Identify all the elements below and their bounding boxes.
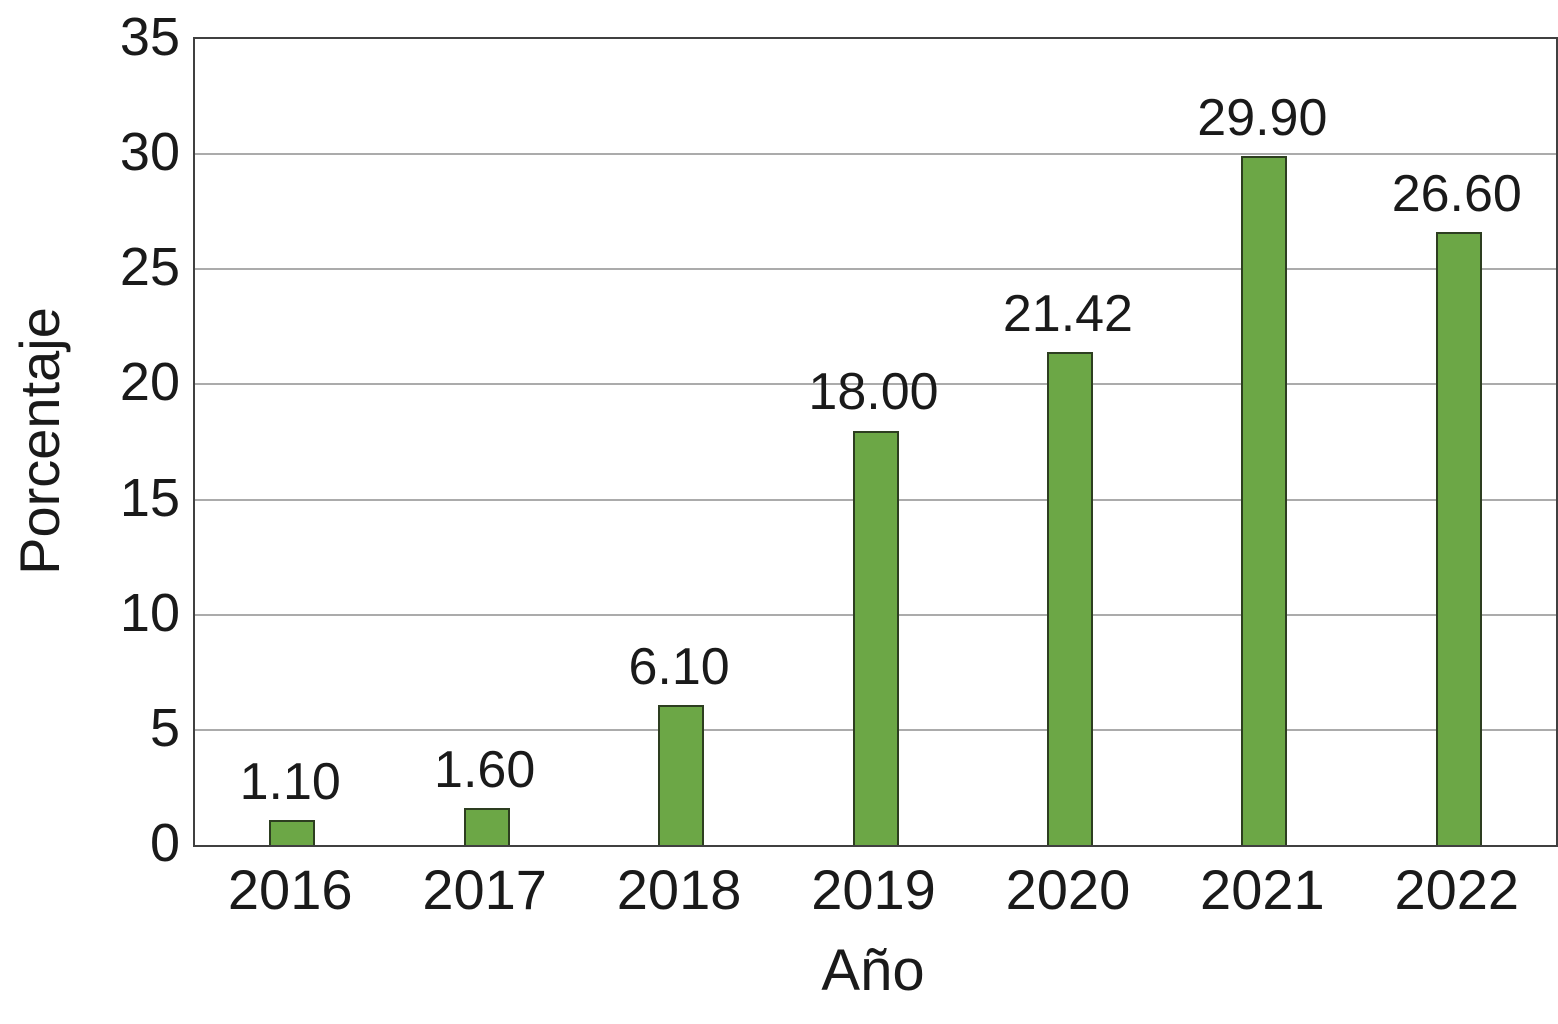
x-tick-label-2018: 2018: [616, 858, 742, 921]
bar-2021: [1241, 156, 1288, 845]
y-tick-label: 30: [119, 122, 180, 183]
bar-value-label-2017: 1.60: [434, 741, 536, 800]
y-tick-label: 20: [119, 352, 180, 413]
x-tick-label-2022: 2022: [1394, 858, 1520, 921]
y-tick-label: 10: [119, 582, 180, 643]
y-tick-label: 25: [119, 237, 180, 298]
plot-area: [193, 37, 1558, 847]
bar-2020: [1046, 351, 1093, 845]
bar-value-label-2016: 1.10: [239, 752, 341, 811]
y-axis-title: Porcentaje: [8, 307, 71, 575]
x-tick-label-2020: 2020: [1005, 858, 1131, 921]
gridline-y-20: [195, 383, 1556, 386]
x-tick-label-2017: 2017: [422, 858, 547, 921]
x-tick-label-2016: 2016: [227, 858, 353, 921]
bar-value-label-2018: 6.10: [628, 637, 730, 696]
y-tick-label: 5: [149, 697, 180, 758]
bar-2017: [463, 808, 510, 845]
y-tick-label: 35: [119, 7, 180, 67]
bar-value-label-2019: 18.00: [808, 363, 939, 422]
bar-value-label-2020: 21.42: [1002, 284, 1133, 343]
x-tick-label-2021: 2021: [1200, 858, 1325, 921]
bar-2022: [1435, 232, 1482, 845]
x-tick-label-2019: 2019: [811, 858, 936, 921]
gridline-y-30: [195, 153, 1556, 156]
x-axis-title: Año: [821, 938, 925, 1003]
gridline-y-25: [195, 268, 1556, 271]
bar-2019: [852, 430, 899, 845]
y-tick-label: 0: [149, 813, 180, 873]
y-tick-label: 15: [119, 467, 180, 528]
bar-value-label-2022: 26.60: [1391, 165, 1522, 224]
bar-value-label-2021: 29.90: [1197, 89, 1328, 148]
bar-2018: [658, 704, 705, 845]
bar-2016: [269, 819, 316, 845]
